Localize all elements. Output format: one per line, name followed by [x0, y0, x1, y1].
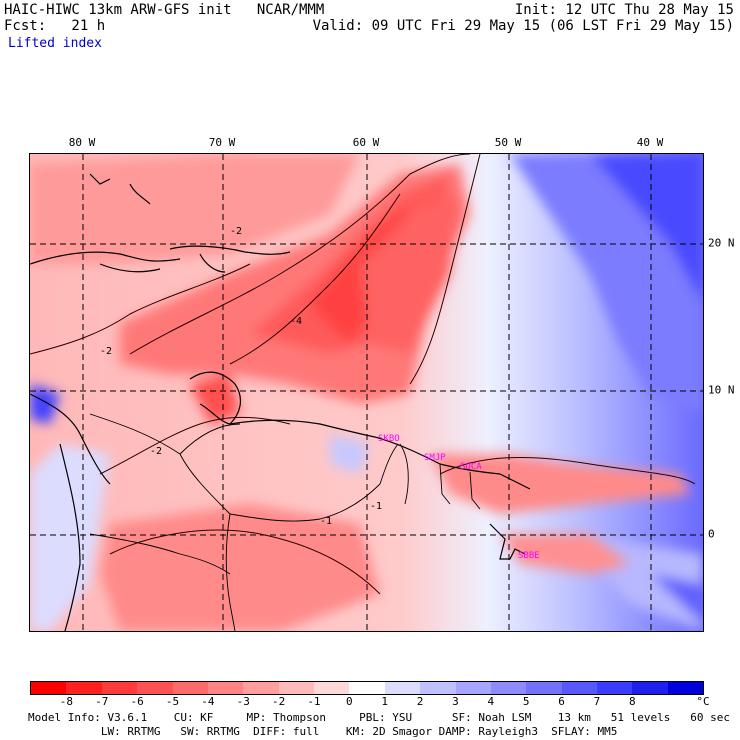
- colorbar-swatch: [101, 682, 138, 694]
- contour-label: -4: [290, 316, 302, 327]
- colorbar-swatch: [632, 682, 668, 694]
- contour-lines: [30, 154, 696, 595]
- colorbar-tick-label: 6: [558, 695, 565, 708]
- colorbar-tick-label: -4: [201, 695, 215, 708]
- model-title: HAIC-HIWC 13km ARW-GFS init NCAR/MMM: [4, 2, 325, 18]
- lifted-index-map: -2 -2 -1 -1 -2 -4 SKBO SMJP SOCA SBBE: [29, 153, 704, 632]
- forecast-hour: Fcst: 21 h: [4, 18, 106, 34]
- colorbar-tick-label: 2: [416, 695, 424, 708]
- colorbar-tick-label: 7: [593, 695, 601, 708]
- contour-label: -2: [150, 446, 162, 457]
- graticule: [30, 154, 703, 631]
- coastlines: [30, 173, 531, 631]
- contour-label: -2: [230, 226, 242, 237]
- colorbar-swatch: [667, 682, 704, 694]
- lon-label-50w: 50 W: [494, 136, 522, 149]
- colorbar-tick-label: -3: [236, 695, 250, 708]
- colorbar-swatch: [243, 682, 279, 694]
- map-svg: -2 -2 -1 -1 -2 -4 SKBO SMJP SOCA SBBE: [30, 154, 703, 631]
- colorbar-swatch: [66, 682, 102, 694]
- colorbar-tick-label: -6: [130, 695, 144, 708]
- colorbar-swatch: [384, 682, 421, 694]
- colorbar-swatch: [597, 682, 633, 694]
- colorbar-swatch: [561, 682, 597, 694]
- colorbar-swatch: [455, 682, 491, 694]
- colorbar-swatch: [172, 682, 208, 694]
- lat-label-10n: 10 N: [708, 383, 735, 397]
- colorbar-swatch: [314, 682, 350, 694]
- colorbar-tick-label: 4: [487, 695, 495, 708]
- contour-label: -1: [320, 516, 332, 527]
- colorbar-tick-label: -5: [165, 695, 180, 708]
- colorbar-swatch: [349, 682, 385, 694]
- colorbar-tick-label: -8: [59, 695, 73, 708]
- unstable-areas: [30, 154, 690, 631]
- lon-label-80w: 80 W: [68, 136, 96, 149]
- colorbar-unit: °C: [696, 695, 710, 708]
- colorbar-tick-label: 5: [522, 695, 530, 708]
- colorbar-tick-label: -7: [95, 695, 109, 708]
- field-name: Lifted index: [8, 36, 102, 51]
- colorbar: [30, 681, 704, 695]
- colorbar-swatch: [420, 682, 456, 694]
- station-label-smjp: SMJP: [424, 453, 446, 463]
- colorbar-tick-label: -1: [307, 695, 321, 708]
- colorbar-swatch: [207, 682, 244, 694]
- colorbar-swatch: [137, 682, 173, 694]
- model-info-line2: LW: RRTMG SW: RRTMG DIFF: full KM: 2D Sm…: [28, 725, 618, 738]
- lon-label-60w: 60 W: [352, 136, 380, 149]
- valid-time: Valid: 09 UTC Fri 29 May 15 (06 LST Fri …: [312, 18, 734, 34]
- lat-label-0: 0: [708, 527, 715, 541]
- contour-label: -2: [100, 346, 112, 357]
- lon-label-40w: 40 W: [636, 136, 664, 149]
- station-label-sbbe: SBBE: [518, 551, 540, 561]
- model-info-line1: Model Info: V3.6.1 CU: KF MP: Thompson P…: [28, 711, 730, 724]
- station-label-soca: SOCA: [460, 462, 482, 472]
- init-time: Init: 12 UTC Thu 28 May 15: [514, 2, 734, 18]
- station-label-skbo: SKBO: [378, 434, 400, 444]
- colorbar-tick-label: 0: [346, 695, 353, 708]
- lon-label-70w: 70 W: [208, 136, 236, 149]
- contour-label: -1: [370, 501, 382, 512]
- colorbar-tick-label: 8: [628, 695, 636, 708]
- country-borders: [89, 413, 481, 631]
- colorbar-tick-label: -2: [271, 695, 286, 708]
- colorbar-swatch: [31, 682, 67, 694]
- lat-label-20n: 20 N: [708, 236, 735, 250]
- colorbar-tick-label: 3: [452, 695, 459, 708]
- colorbar-swatch: [278, 682, 314, 694]
- colorbar-swatch: [490, 682, 527, 694]
- colorbar-swatch: [526, 682, 562, 694]
- colorbar-tick-label: 1: [381, 695, 388, 708]
